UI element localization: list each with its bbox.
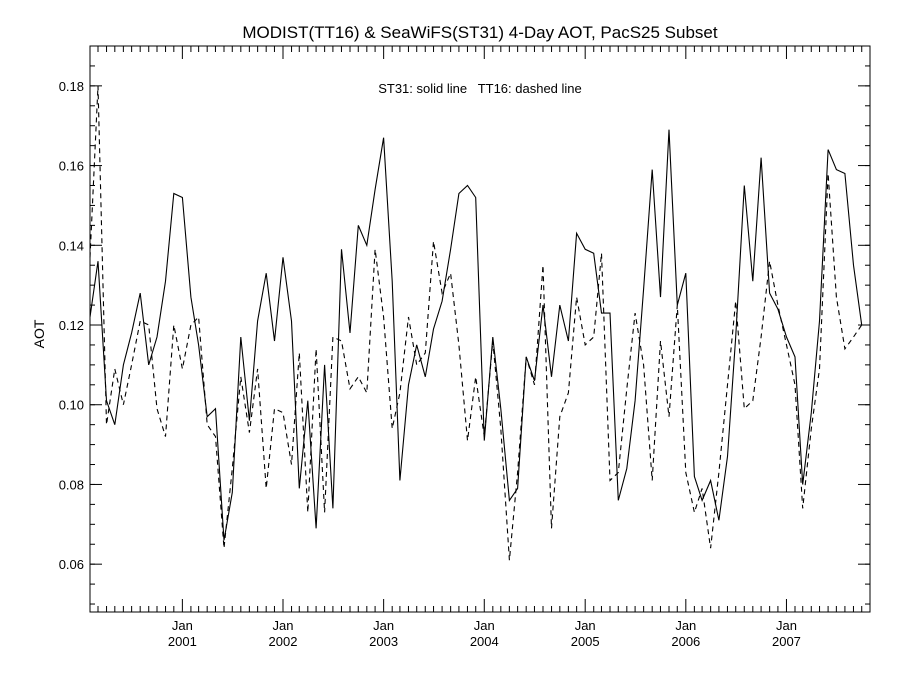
plot-frame <box>89 45 871 613</box>
x-tick-month-label: Jan <box>474 618 495 633</box>
y-axis: 0.06 0.08 0.10 0.12 0.14 0.16 0.18 <box>59 45 870 605</box>
chart-title: MODIST(TT16) & SeaWiFS(ST31) 4-Day AOT, … <box>242 23 717 42</box>
x-tick-month-label: Jan <box>776 618 797 633</box>
x-tick-year-label: 2007 <box>772 634 801 649</box>
x-tick-year-label: 2002 <box>269 634 298 649</box>
y-tick-label: 0.08 <box>59 477 84 492</box>
x-tick-year-label: 2001 <box>168 634 197 649</box>
x-tick-month-label: Jan <box>675 618 696 633</box>
x-tick-year-label: 2004 <box>470 634 499 649</box>
x-tick-month-label: Jan <box>172 618 193 633</box>
series-layer <box>89 85 863 561</box>
y-tick-label: 0.14 <box>59 238 84 253</box>
x-axis: Jan2001Jan2002Jan2003Jan2004Jan2005Jan20… <box>89 46 863 649</box>
x-tick-year-label: 2003 <box>369 634 398 649</box>
series-line-st31 <box>89 129 863 541</box>
chart-annotation: ST31: solid line TT16: dashed line <box>378 81 582 96</box>
x-tick-year-label: 2006 <box>671 634 700 649</box>
y-tick-label: 0.10 <box>59 398 84 413</box>
y-tick-label: 0.06 <box>59 557 84 572</box>
x-tick-month-label: Jan <box>575 618 596 633</box>
x-tick-year-label: 2005 <box>571 634 600 649</box>
y-tick-label: 0.18 <box>59 79 84 94</box>
x-tick-month-label: Jan <box>273 618 294 633</box>
y-tick-label: 0.12 <box>59 318 84 333</box>
x-tick-month-label: Jan <box>373 618 394 633</box>
y-tick-label: 0.16 <box>59 159 84 174</box>
y-axis-label: AOT <box>31 319 47 348</box>
